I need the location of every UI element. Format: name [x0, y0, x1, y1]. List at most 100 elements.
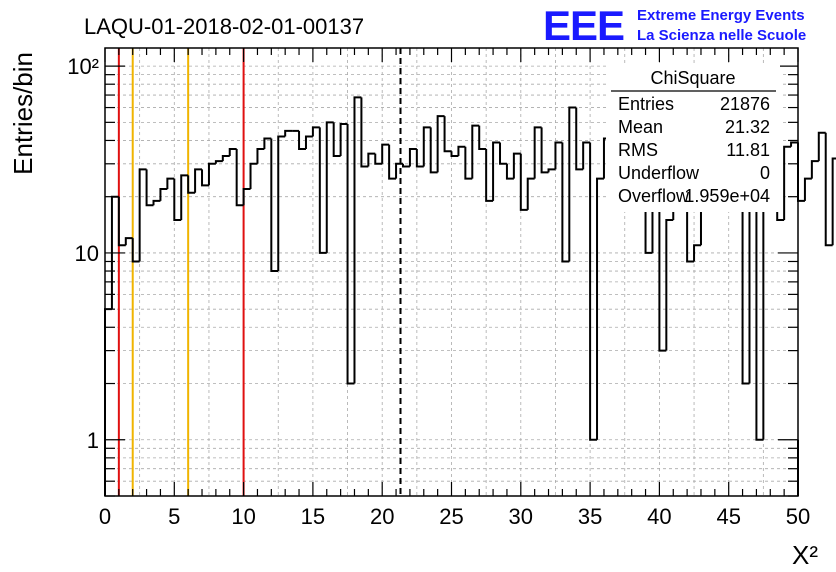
x-tick-labels: 0 5 10 15 20 25 30 35 40 45 50 — [99, 504, 810, 529]
histogram-bin — [429, 127, 438, 174]
histogram-bin — [464, 146, 473, 180]
histogram-bin — [221, 155, 230, 162]
histogram-bin — [395, 162, 403, 179]
histogram-bin — [589, 142, 598, 441]
x-tick-label: 25 — [439, 504, 463, 529]
stats-row-label: Entries — [618, 94, 674, 114]
histogram-bin — [207, 162, 216, 186]
histogram-bin — [665, 219, 674, 351]
histogram-bin — [810, 160, 819, 179]
histogram-bin — [152, 199, 161, 206]
stats-row-value: 21.32 — [725, 117, 770, 137]
x-tick-label: 10 — [231, 504, 255, 529]
histogram-bin — [575, 107, 584, 171]
histogram-bin — [526, 177, 535, 210]
histogram-bin — [803, 177, 812, 201]
histogram-bin — [117, 196, 126, 247]
y-axis-label: Entries/bin — [8, 52, 38, 175]
logo-letters: EEE — [543, 2, 624, 49]
histogram-bin — [346, 123, 355, 385]
histogram-bin — [325, 121, 334, 253]
histogram-bin — [381, 143, 390, 164]
histogram-bin — [499, 142, 507, 165]
histogram-bin — [755, 181, 764, 441]
x-tick-label: 5 — [168, 504, 180, 529]
histogram-bin — [485, 149, 494, 202]
histogram-bin — [831, 157, 836, 246]
histogram-bin — [492, 141, 501, 201]
histogram-bin — [277, 135, 286, 272]
histogram-bin — [214, 160, 223, 164]
histogram-bin — [173, 178, 182, 222]
histogram-bin — [124, 237, 133, 246]
histogram-bin — [401, 163, 410, 168]
histogram-bin — [388, 144, 397, 180]
histogram-bin — [145, 169, 154, 207]
y-tick-label: 10² — [67, 54, 99, 79]
histogram-bin — [783, 145, 792, 221]
histogram-bin — [790, 141, 798, 147]
stats-box-background — [606, 64, 780, 212]
histogram-bin — [138, 168, 147, 262]
x-tick-label: 15 — [301, 504, 325, 529]
histogram-bin — [512, 152, 521, 179]
histogram-bin — [415, 149, 424, 168]
histogram-bin — [353, 96, 362, 384]
x-tick-label: 35 — [578, 504, 602, 529]
eee-logo: EEE Extreme Energy Events La Scienza nel… — [543, 2, 806, 49]
histogram-bin — [318, 127, 327, 254]
histogram-bin — [478, 125, 487, 150]
stats-row-value: 1.959e+04 — [684, 186, 770, 206]
chart-title: LAQU-01-2018-02-01-00137 — [84, 14, 364, 39]
stats-row-value: 21876 — [720, 94, 770, 114]
histogram-bin — [104, 308, 112, 496]
histogram-bin — [436, 115, 445, 173]
histogram-bin — [180, 174, 189, 221]
histogram-bin — [187, 175, 196, 194]
y-tick-labels: 1 10 10² — [67, 54, 99, 453]
x-tick-label: 0 — [99, 504, 111, 529]
histogram-bin — [817, 131, 826, 162]
histogram-bin — [693, 244, 701, 262]
x-tick-label: 50 — [786, 504, 810, 529]
y-tick-label: 1 — [87, 428, 99, 453]
histogram-bin — [554, 141, 563, 170]
histogram-bin — [471, 124, 480, 179]
axis-ticks — [104, 48, 799, 497]
stats-row-value: 0 — [760, 163, 770, 183]
histogram-bin — [194, 168, 203, 193]
stats-box: ChiSquare Entries 21876 Mean 21.32 RMS 11.81 U… — [606, 64, 780, 212]
stats-row-value: 11.81 — [726, 140, 770, 160]
histogram-bin — [159, 187, 168, 201]
histogram-bin — [284, 129, 293, 137]
x-tick-label: 40 — [647, 504, 671, 529]
histogram-bin — [741, 172, 750, 385]
logo-line1: Extreme Energy Events — [637, 7, 805, 24]
histogram-bin — [533, 126, 542, 179]
histogram-bin — [540, 127, 549, 174]
histogram-bin — [263, 137, 272, 149]
y-tick-label: 10 — [75, 241, 99, 266]
x-tick-label: 20 — [370, 504, 394, 529]
histogram-bin — [824, 132, 833, 247]
histogram-bin — [242, 187, 251, 206]
x-tick-label: 45 — [716, 504, 740, 529]
stats-row-label: RMS — [618, 140, 658, 160]
stats-title: ChiSquare — [650, 68, 735, 88]
histogram-bin — [408, 148, 417, 167]
stats-row-label: Overflow — [618, 186, 690, 206]
histogram-bin — [596, 177, 604, 440]
histogram-bin — [235, 149, 244, 207]
histogram-bin — [304, 135, 313, 149]
histogram-bin — [443, 116, 452, 153]
histogram-bin — [748, 180, 757, 384]
histogram-bin — [360, 97, 369, 168]
histogram-bin — [131, 238, 140, 263]
stats-row-label: Mean — [618, 117, 663, 137]
histogram-bin — [568, 106, 577, 262]
histogram-bin — [339, 122, 348, 157]
histogram-bin — [201, 169, 209, 187]
histogram-bin — [457, 145, 466, 157]
histogram-bin — [561, 142, 570, 263]
